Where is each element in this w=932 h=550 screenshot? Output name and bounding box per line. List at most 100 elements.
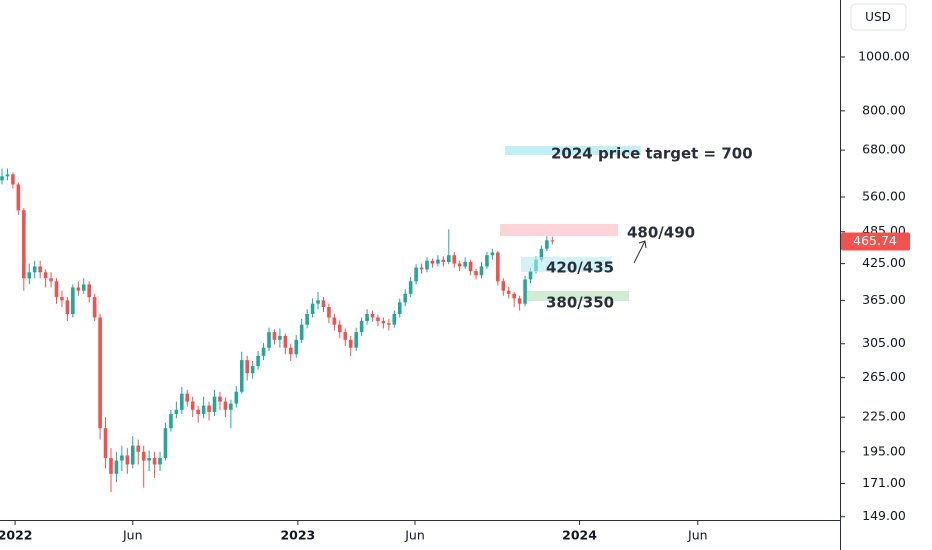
candle-body	[506, 290, 511, 294]
candle-body	[419, 267, 424, 270]
candle-body	[120, 455, 124, 461]
candle-body	[436, 259, 440, 264]
candle-body	[114, 460, 119, 474]
candle-body	[207, 405, 211, 412]
candle-body	[490, 252, 495, 256]
candle-body	[190, 401, 195, 410]
candle-body	[71, 287, 75, 314]
candle-body	[310, 303, 315, 314]
candle-body	[76, 287, 81, 291]
candle-body	[468, 261, 473, 272]
zone	[500, 224, 618, 236]
candle-body	[103, 428, 108, 459]
candle-body	[43, 272, 48, 279]
candle-body	[229, 403, 233, 410]
x-tick-label: 2023	[280, 528, 315, 543]
candle-body	[474, 271, 478, 276]
y-tick-label: 305.00	[862, 335, 906, 350]
candle-body	[272, 332, 277, 340]
zone	[527, 291, 629, 301]
candle-body	[343, 332, 348, 340]
candle-body	[147, 458, 151, 461]
annotation: 480/490	[627, 224, 695, 242]
candle-body	[261, 347, 266, 356]
candle-body	[54, 281, 59, 298]
candle-body	[397, 302, 402, 314]
annotation: 2024 price target = 700	[551, 145, 753, 163]
candle-body	[163, 428, 168, 459]
candle-body	[38, 266, 42, 273]
candle-body	[223, 401, 228, 410]
candle-body	[245, 360, 249, 374]
candle-body	[27, 272, 32, 279]
candle-body	[550, 240, 555, 242]
y-tick-label: 425.00	[862, 255, 906, 270]
x-tick-label: Jun	[687, 528, 708, 543]
candle-body	[392, 313, 397, 325]
candle-body	[463, 261, 467, 267]
candle-body	[294, 339, 299, 355]
candle-body	[446, 255, 451, 262]
annotation: 380/350	[546, 294, 614, 312]
candle-body	[523, 279, 527, 304]
candle-body	[0, 176, 4, 181]
annotation-zones	[500, 146, 647, 301]
candle-body	[130, 445, 135, 465]
last-price-tag	[841, 232, 910, 251]
candle-body	[11, 174, 15, 185]
candle-body	[479, 266, 484, 276]
candle-body	[180, 393, 184, 410]
candle-body	[283, 335, 288, 348]
y-tick-label: 265.00	[862, 369, 906, 384]
y-tick-label: 171.00	[862, 475, 906, 490]
candle-body	[218, 396, 222, 402]
candle-body	[174, 409, 179, 415]
candle-body	[485, 255, 489, 267]
candle-body	[109, 458, 113, 474]
candle-body	[528, 271, 533, 280]
candle-body	[196, 409, 200, 415]
candle-body	[452, 255, 457, 264]
candle-body	[316, 300, 320, 304]
currency-box[interactable]	[850, 3, 907, 31]
candle-body	[414, 267, 418, 282]
candle-body	[354, 332, 358, 348]
candle-body	[496, 252, 500, 282]
candle-body	[22, 210, 26, 279]
candle-body	[278, 335, 282, 340]
candle-body	[65, 300, 70, 314]
candle-body	[185, 393, 190, 402]
candle-body	[16, 184, 21, 211]
candle-body	[365, 313, 369, 322]
candle-body	[501, 281, 506, 291]
candle-body	[169, 414, 173, 429]
annotation: 420/435	[546, 259, 614, 277]
candle-body	[288, 347, 293, 355]
candle-body	[250, 366, 255, 374]
candle-body	[32, 266, 37, 273]
candle-body	[387, 323, 391, 325]
candle-body	[545, 240, 549, 249]
currency-label: USD	[865, 10, 891, 24]
candle-body	[348, 339, 353, 348]
y-tick-label: 1000.00	[858, 48, 910, 63]
candle-body	[305, 313, 309, 325]
candle-body	[539, 248, 544, 260]
x-tick-label: 2022	[0, 528, 32, 543]
x-tick-label: Jun	[122, 528, 143, 543]
candle-body	[141, 451, 146, 461]
candle-body	[267, 332, 271, 348]
y-tick-label: 560.00	[862, 188, 906, 203]
candle-body	[234, 391, 239, 404]
y-tick-label: 225.00	[862, 409, 906, 424]
candle-body	[87, 284, 91, 298]
candle-body	[239, 360, 244, 392]
candle-body	[49, 278, 53, 282]
candle-body	[256, 355, 260, 367]
candle-body	[376, 317, 380, 322]
candle-body	[136, 445, 141, 452]
candle-body	[321, 300, 326, 308]
candle-body	[98, 317, 102, 429]
